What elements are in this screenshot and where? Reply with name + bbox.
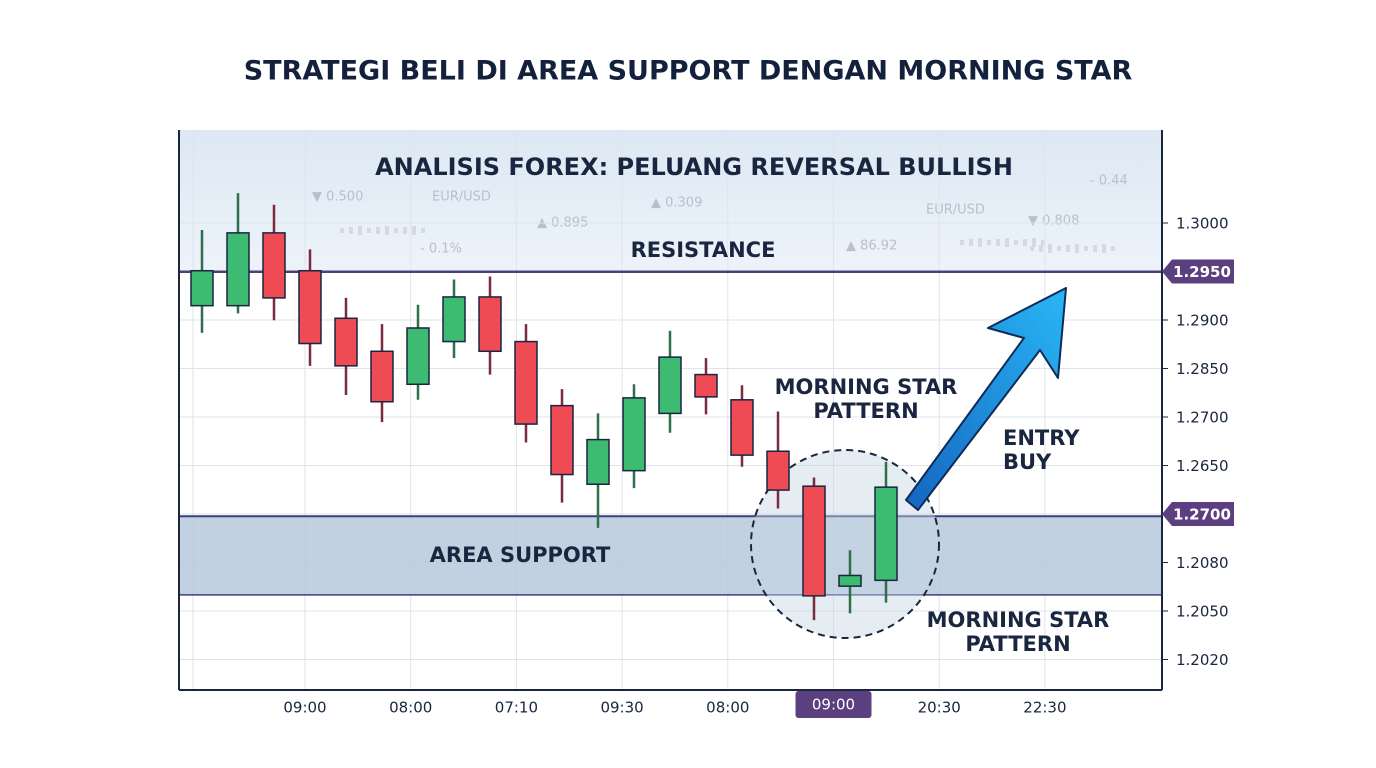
decor-bar — [1032, 238, 1036, 247]
y-label-badge — [1162, 259, 1234, 284]
decor-bar — [1102, 244, 1106, 253]
background-label: - 0.1% — [420, 242, 462, 257]
y-tick-label: 1.2950 — [1173, 263, 1231, 281]
decor-bar — [969, 239, 973, 246]
decor-bar — [394, 228, 398, 233]
candle-body — [478, 296, 502, 353]
x-tick-label: 09:00 — [283, 699, 326, 717]
entry-arrow — [905, 287, 1067, 511]
candle-body — [586, 438, 610, 485]
decor-bar — [340, 228, 344, 233]
candle-body — [802, 485, 826, 597]
annotation: MORNING STAR — [927, 608, 1110, 632]
y-tick-label: 1.2650 — [1176, 457, 1229, 475]
x-tick-label: 09:30 — [600, 699, 643, 717]
annotation: PATTERN — [813, 399, 918, 423]
candle-body — [298, 269, 322, 345]
background-label: ▼ 0.808 — [1028, 214, 1079, 229]
y-tick-label: 1.2080 — [1176, 554, 1229, 572]
decor-bar — [996, 239, 1000, 246]
support-zone — [179, 516, 1162, 595]
annotation: BUY — [1003, 450, 1052, 474]
background-label: - 0.44 — [1090, 174, 1128, 189]
annotation: ENTRY — [1003, 426, 1080, 450]
decor-bar — [987, 240, 991, 245]
x-tick-label: 20:30 — [918, 699, 961, 717]
y-tick-label: 1.3000 — [1176, 215, 1229, 233]
candle-body — [766, 450, 790, 491]
candle-body — [730, 399, 754, 456]
background-label: EUR/USD — [926, 203, 985, 218]
decor-bar — [960, 240, 964, 245]
decor-bar — [1005, 238, 1009, 247]
background-label: EUR/USD — [432, 190, 491, 205]
decor-bar — [1075, 244, 1079, 253]
chart-title: STRATEGI BELI DI AREA SUPPORT DENGAN MOR… — [244, 56, 1133, 87]
decor-bar — [978, 238, 982, 247]
background-label: ▲ 86.92 — [846, 239, 897, 254]
support-label: AREA SUPPORT — [430, 543, 611, 567]
decor-bar — [376, 227, 380, 234]
decor-bar — [1039, 245, 1043, 252]
decor-bar — [367, 228, 371, 233]
x-tick-label: 22:30 — [1023, 699, 1066, 717]
x-label-badge — [795, 691, 872, 718]
candle-body — [514, 340, 538, 425]
decor-bar — [1023, 239, 1027, 246]
decor-bar — [403, 227, 407, 234]
y-label-badge — [1162, 502, 1234, 526]
y-tick-label: 1.2850 — [1176, 360, 1229, 378]
candle-body — [190, 269, 214, 307]
candle-body — [334, 317, 358, 367]
x-tick-label: 08:00 — [389, 699, 432, 717]
annotation: MORNING STAR — [775, 375, 958, 399]
background-label: ▲ 0.309 — [651, 196, 702, 211]
candle-body — [226, 232, 250, 307]
candle-body — [550, 404, 574, 476]
decor-bar — [1084, 246, 1088, 251]
x-tick-label: 08:00 — [706, 699, 749, 717]
decor-bar — [412, 226, 416, 235]
decor-bar — [1048, 244, 1052, 253]
resistance-zone — [179, 130, 1162, 272]
candle-body — [694, 373, 718, 398]
decor-bar — [421, 228, 425, 233]
decor-bar — [1057, 246, 1061, 251]
y-tick-label: 1.2900 — [1176, 312, 1229, 330]
x-tick-label: 09:00 — [812, 696, 855, 714]
subtitle: ANALISIS FOREX: PELUANG REVERSAL BULLISH — [375, 153, 1013, 181]
candle-body — [622, 397, 646, 472]
y-tick-label: 1.2020 — [1176, 651, 1229, 669]
decor-bar — [358, 226, 362, 235]
candle-body — [838, 574, 862, 587]
resistance-label: RESISTANCE — [631, 238, 776, 262]
annotation: PATTERN — [965, 632, 1070, 656]
candle-body — [370, 350, 394, 403]
y-tick-label: 1.2050 — [1176, 603, 1229, 621]
candle-body — [658, 356, 682, 415]
y-tick-label: 1.2700 — [1173, 506, 1231, 524]
decor-bar — [1041, 240, 1045, 245]
decor-bar — [1014, 240, 1018, 245]
candle-body — [874, 486, 898, 582]
decor-bar — [1030, 246, 1034, 251]
y-tick-label: 1.2700 — [1176, 409, 1229, 427]
candle-body — [406, 327, 430, 386]
x-tick-label: 07:10 — [495, 699, 538, 717]
decor-bar — [385, 226, 389, 235]
candle-body — [262, 232, 286, 299]
decor-bar — [1066, 245, 1070, 252]
decor-bar — [1111, 246, 1115, 251]
decor-bar — [1093, 245, 1097, 252]
background-label: ▼ 0.500 — [312, 190, 363, 205]
candle-body — [442, 296, 466, 343]
decor-bar — [349, 227, 353, 234]
